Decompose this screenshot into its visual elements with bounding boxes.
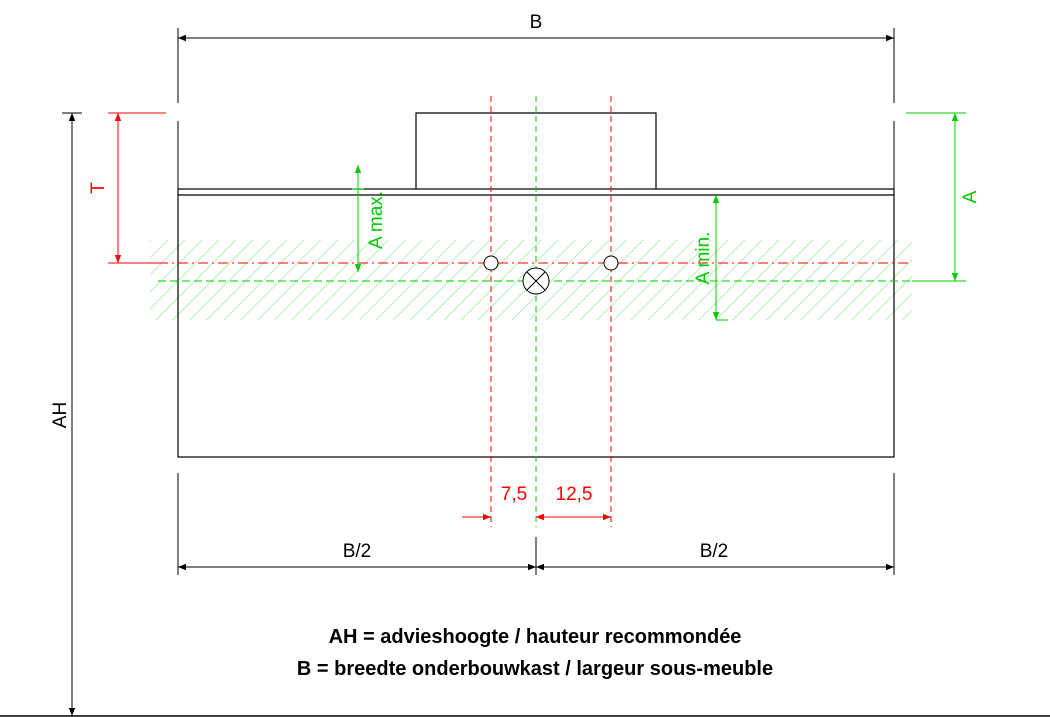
legend-line-ah: AH = advieshoogte / hauteur recommondée bbox=[328, 626, 742, 648]
legend-line-b: B = breedte onderbouwkast / largeur sous… bbox=[296, 658, 774, 680]
drain-connection-symbol bbox=[522, 267, 550, 295]
b-half-right-label: B/2 bbox=[700, 541, 729, 562]
tap-base bbox=[415, 112, 657, 189]
offset-left-label: 7,5 bbox=[501, 484, 527, 505]
tap-hole-left bbox=[483, 255, 499, 271]
offset-right-label: 12,5 bbox=[556, 484, 593, 505]
a-label: A bbox=[960, 190, 981, 203]
b-half-left-label: B/2 bbox=[343, 541, 372, 562]
b-label: B bbox=[530, 12, 543, 33]
t-label: T bbox=[88, 182, 109, 194]
a-max-label: A max. bbox=[366, 191, 387, 249]
tap-hole-right bbox=[603, 255, 619, 271]
a-min-label: A min. bbox=[693, 232, 714, 285]
ah-label: AH bbox=[50, 402, 71, 428]
